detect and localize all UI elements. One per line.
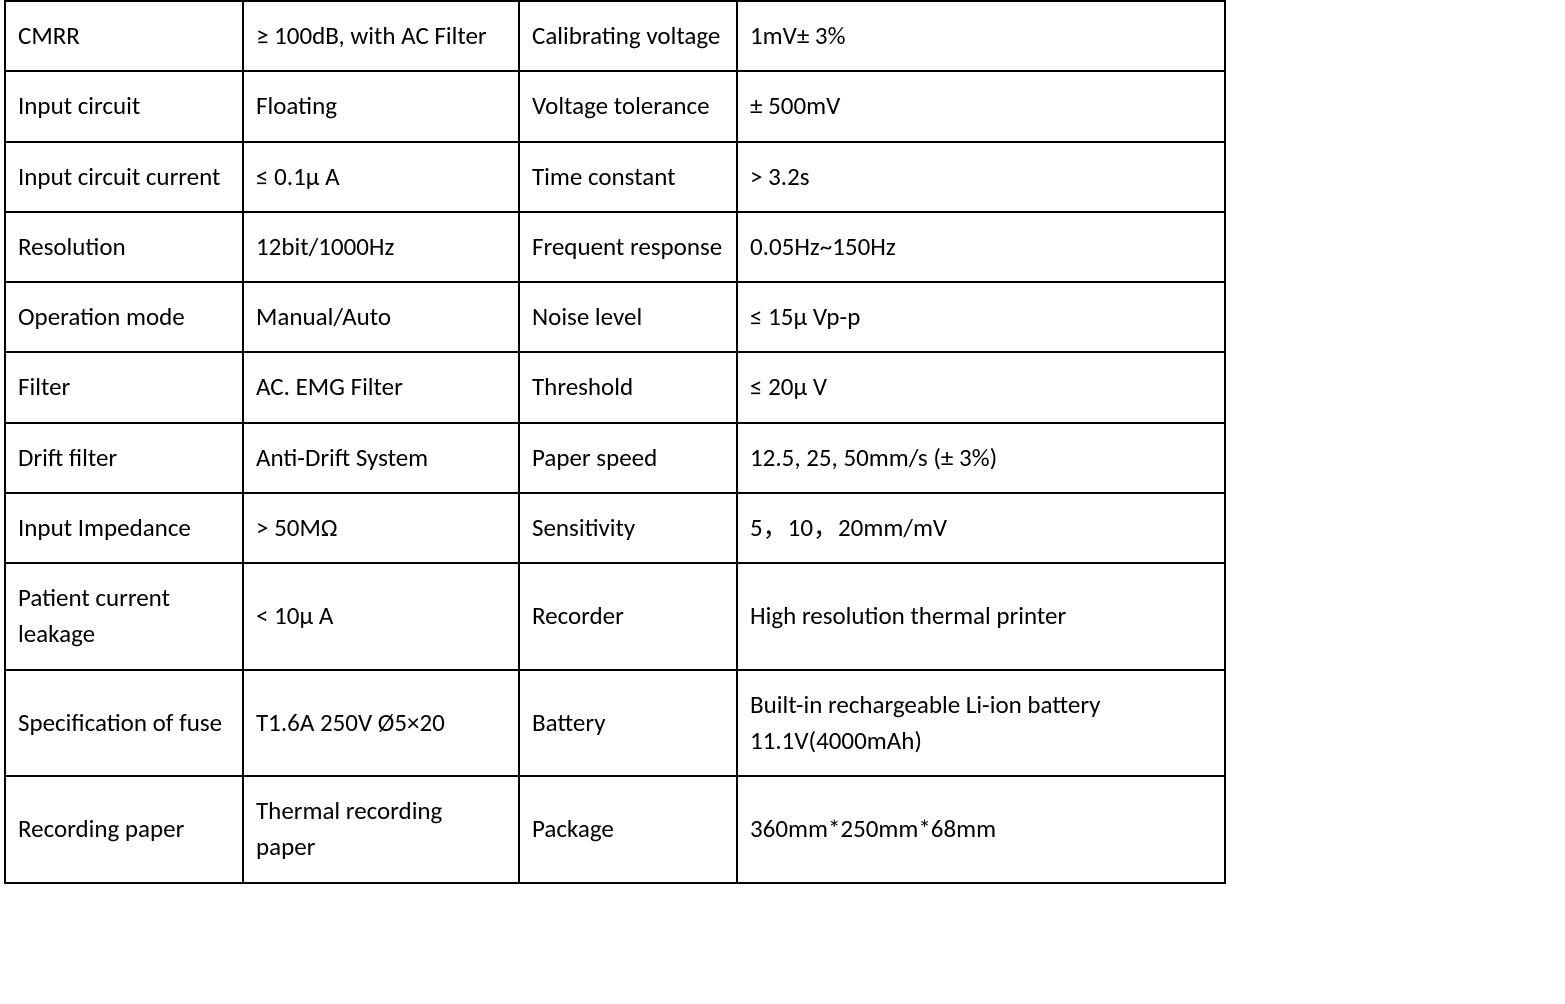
spec-value: ± 500mV (737, 71, 1225, 141)
spec-value: Manual/Auto (243, 282, 519, 352)
spec-key: Recording paper (5, 776, 243, 883)
table-row: Input circuit Floating Voltage tolerance… (5, 71, 1225, 141)
spec-table: CMRR ≥ 100dB, with AC Filter Calibrating… (4, 0, 1226, 884)
spec-key: CMRR (5, 1, 243, 71)
spec-key: Specification of fuse (5, 670, 243, 777)
table-row: Recording paper Thermal recording paper … (5, 776, 1225, 883)
spec-key: Resolution (5, 212, 243, 282)
spec-key: Input Impedance (5, 493, 243, 563)
spec-key: Package (519, 776, 737, 883)
spec-value: 12bit/1000Hz (243, 212, 519, 282)
spec-value: 0.05Hz~150Hz (737, 212, 1225, 282)
spec-key: Input circuit (5, 71, 243, 141)
spec-key: Battery (519, 670, 737, 777)
table-row: Drift filter Anti-Drift System Paper spe… (5, 423, 1225, 493)
spec-value: Floating (243, 71, 519, 141)
spec-key: Sensitivity (519, 493, 737, 563)
spec-value: ≤ 20μ V (737, 352, 1225, 422)
table-row: Operation mode Manual/Auto Noise level ≤… (5, 282, 1225, 352)
spec-key: Operation mode (5, 282, 243, 352)
spec-value: Thermal recording paper (243, 776, 519, 883)
spec-value: ≥ 100dB, with AC Filter (243, 1, 519, 71)
spec-key: Voltage tolerance (519, 71, 737, 141)
table-row: Filter AC. EMG Filter Threshold ≤ 20μ V (5, 352, 1225, 422)
spec-key: Frequent response (519, 212, 737, 282)
spec-key: Drift filter (5, 423, 243, 493)
table-row: Patient current leakage < 10μ A Recorder… (5, 563, 1225, 670)
spec-key: Filter (5, 352, 243, 422)
spec-value: AC. EMG Filter (243, 352, 519, 422)
spec-key: Recorder (519, 563, 737, 670)
table-row: Input Impedance > 50MΩ Sensitivity 5，10，… (5, 493, 1225, 563)
table-row: Specification of fuse T1.6A 250V Ø5×20 B… (5, 670, 1225, 777)
spec-value: 1mV± 3% (737, 1, 1225, 71)
spec-key: Noise level (519, 282, 737, 352)
table-row: Input circuit current ≤ 0.1μ A Time cons… (5, 142, 1225, 212)
spec-key: Paper speed (519, 423, 737, 493)
table-row: Resolution 12bit/1000Hz Frequent respons… (5, 212, 1225, 282)
spec-value: > 50MΩ (243, 493, 519, 563)
spec-key: Threshold (519, 352, 737, 422)
spec-value: Anti-Drift System (243, 423, 519, 493)
spec-value: T1.6A 250V Ø5×20 (243, 670, 519, 777)
spec-key: Time constant (519, 142, 737, 212)
spec-value: Built-in rechargeable Li-ion battery 11.… (737, 670, 1225, 777)
spec-value: 5，10，20mm/mV (737, 493, 1225, 563)
spec-key: Calibrating voltage (519, 1, 737, 71)
spec-value: 360mm*250mm*68mm (737, 776, 1225, 883)
spec-value: < 10μ A (243, 563, 519, 670)
spec-value: High resolution thermal printer (737, 563, 1225, 670)
spec-key: Input circuit current (5, 142, 243, 212)
table-row: CMRR ≥ 100dB, with AC Filter Calibrating… (5, 1, 1225, 71)
spec-value: ≤ 0.1μ A (243, 142, 519, 212)
spec-value: > 3.2s (737, 142, 1225, 212)
spec-value: ≤ 15μ Vp-p (737, 282, 1225, 352)
spec-value: 12.5, 25, 50mm/s (± 3%) (737, 423, 1225, 493)
spec-key: Patient current leakage (5, 563, 243, 670)
